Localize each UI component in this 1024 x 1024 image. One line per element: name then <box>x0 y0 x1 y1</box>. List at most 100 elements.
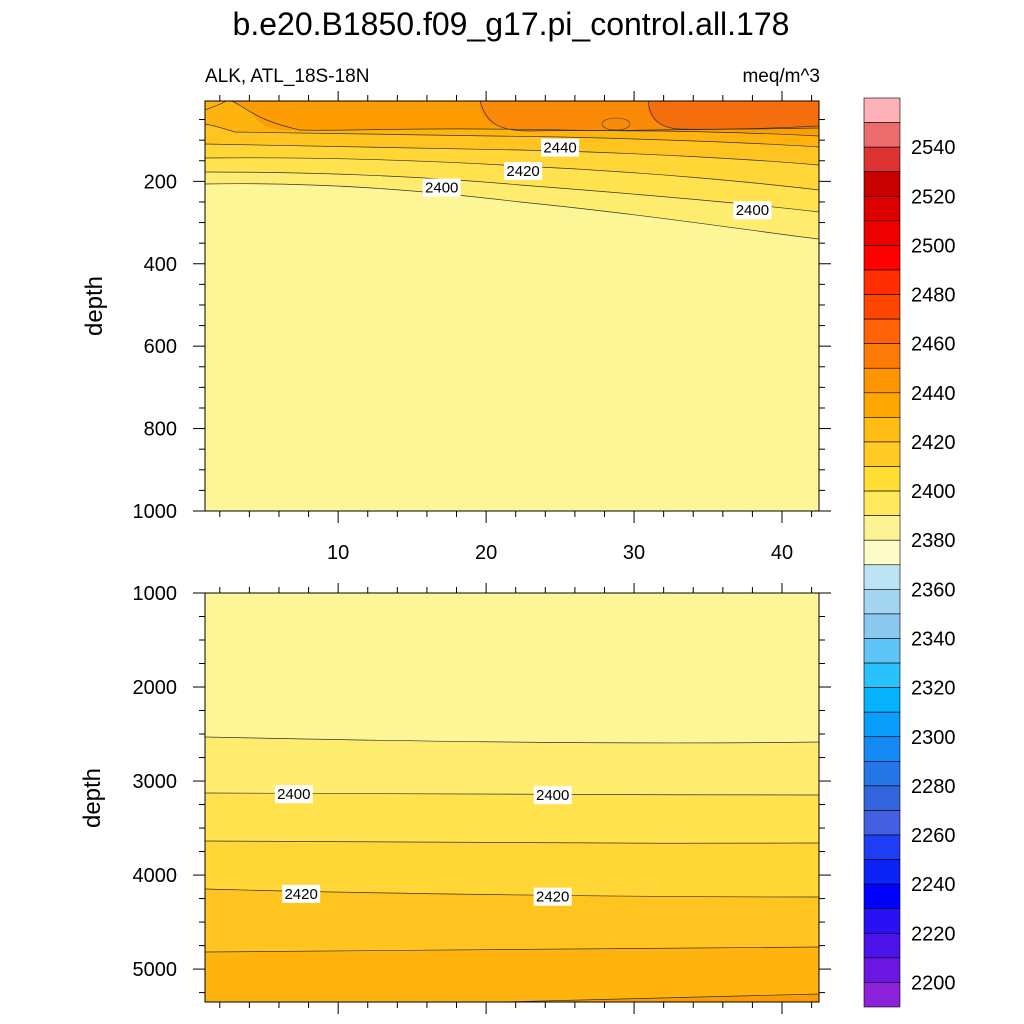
colorbar-swatch <box>863 564 901 590</box>
colorbar-swatch <box>863 122 901 148</box>
colorbar-swatch <box>863 343 901 369</box>
colorbar-swatch <box>863 736 901 762</box>
upper-band-2460 <box>648 101 819 130</box>
upper-x-axis: 10 20 30 40 <box>219 91 813 564</box>
contour-label-box <box>422 178 461 197</box>
contour-line-2390-lower <box>205 736 819 744</box>
colorbar-label: 2520 <box>911 186 956 208</box>
y-tick-label: 2000 <box>133 677 178 699</box>
x-tick-label: 40 <box>771 542 793 564</box>
contour-label-box <box>274 785 313 804</box>
contour-line-2400-lower <box>205 792 819 796</box>
colorbar-swatch <box>863 220 901 246</box>
colorbar-swatch <box>863 539 901 566</box>
colorbar-swatch <box>863 932 901 959</box>
colorbar-label: 2440 <box>911 383 956 405</box>
lower-contour-fill <box>205 593 819 1002</box>
contour-label: 2400 <box>733 201 772 220</box>
colorbar-label: 2480 <box>911 285 956 307</box>
colorbar-swatch <box>863 441 901 467</box>
colorbar-swatch <box>863 810 901 836</box>
colorbar-swatch <box>863 883 901 910</box>
variable-subtitle: ALK, ATL_18S-18N <box>205 66 369 87</box>
y-tick-label: 4000 <box>133 865 178 887</box>
y-tick-label: 200 <box>144 171 177 193</box>
contour-label-text: 2400 <box>425 180 458 197</box>
colorbar-label: 2320 <box>911 678 956 700</box>
colorbar-swatch <box>863 269 901 295</box>
colorbar-swatch <box>863 982 901 1008</box>
contour-line-2430 <box>205 123 819 148</box>
colorbar-label: 2360 <box>911 579 956 601</box>
y-tick-label: 5000 <box>133 959 178 981</box>
contour-line-2450-left <box>205 101 227 111</box>
colorbar-swatch <box>863 761 901 787</box>
colorbar-label: 2200 <box>911 972 956 994</box>
colorbar-swatch <box>863 417 901 443</box>
contour-label-text: 2420 <box>284 886 317 903</box>
lower-y-axis-label: depth <box>79 768 106 828</box>
colorbar-label: 2340 <box>911 628 956 650</box>
colorbar-swatch <box>863 294 901 320</box>
colorbar-swatch <box>863 711 901 738</box>
colorbar-label: 2500 <box>911 235 956 257</box>
x-tick-label: 30 <box>623 542 645 564</box>
colorbar-label: 2220 <box>911 923 956 945</box>
upper-y-axis: 200 400 600 800 1000 <box>133 119 831 523</box>
colorbar-swatch <box>863 490 901 516</box>
colorbar-label: 2460 <box>911 334 956 356</box>
colorbar-label: 2240 <box>911 874 956 896</box>
contour-label: 2440 <box>541 138 580 157</box>
colorbar-label: 2400 <box>911 481 956 503</box>
y-tick-label: 400 <box>144 254 177 276</box>
contour-label-text: 2420 <box>506 163 539 180</box>
colorbar-swatch <box>863 367 901 394</box>
y-tick-label: 600 <box>144 336 177 358</box>
y-tick-label: 800 <box>144 419 177 441</box>
colorbar-swatch <box>863 662 901 688</box>
colorbar-swatch <box>863 245 901 271</box>
colorbar-swatch <box>863 515 901 541</box>
contour-line-2420-lower <box>205 888 819 898</box>
colorbar-swatch <box>863 589 901 615</box>
colorbar-swatch <box>863 638 901 664</box>
colorbar-swatch <box>863 318 901 344</box>
colorbar-swatch <box>863 908 901 934</box>
x-tick-label: 20 <box>475 542 497 564</box>
y-tick-label: 1000 <box>133 583 178 605</box>
upper-plot-frame <box>204 100 820 512</box>
lower-plot-frame <box>204 592 820 1003</box>
colorbar-swatch <box>863 195 901 222</box>
colorbar-swatch <box>863 466 901 492</box>
colorbar-swatch <box>863 957 901 983</box>
colorbar-label: 2420 <box>911 432 956 454</box>
x-tick-label: 10 <box>327 542 349 564</box>
contour-label-box <box>533 786 572 805</box>
colorbar-swatch <box>863 613 901 639</box>
contour-label-box <box>541 138 580 157</box>
contour-line-2460 <box>647 101 819 130</box>
upper-y-axis-label: depth <box>81 276 108 336</box>
contour-line-2440 <box>231 101 819 137</box>
figure-title: b.e20.B1850.f09_g17.pi_control.all.178 <box>233 6 790 42</box>
contour-label-text: 2440 <box>543 140 576 157</box>
contour-label: 2420 <box>504 162 543 181</box>
contour-label-text: 2420 <box>536 889 569 906</box>
upper-band-2450-eddy <box>601 117 631 131</box>
colorbar-label: 2380 <box>911 530 956 552</box>
lower-panel: 1000 2000 3000 4000 5000 depth <box>79 583 831 1014</box>
contour-line-2420 <box>205 143 819 166</box>
contour-label-box <box>533 887 572 906</box>
contour-label: 2400 <box>422 178 461 197</box>
colorbar-swatch <box>863 171 901 197</box>
colorbar-swatch <box>863 834 901 860</box>
contour-label: 2420 <box>533 887 572 906</box>
contour-label-box <box>733 201 772 220</box>
upper-panel: 200 400 600 800 1000 10 20 30 40 depth <box>81 91 831 564</box>
colorbar-label: 2260 <box>911 825 956 847</box>
contour-label: 2400 <box>533 786 572 805</box>
colorbar-swatch <box>863 146 901 173</box>
contour-label-text: 2400 <box>536 787 569 804</box>
